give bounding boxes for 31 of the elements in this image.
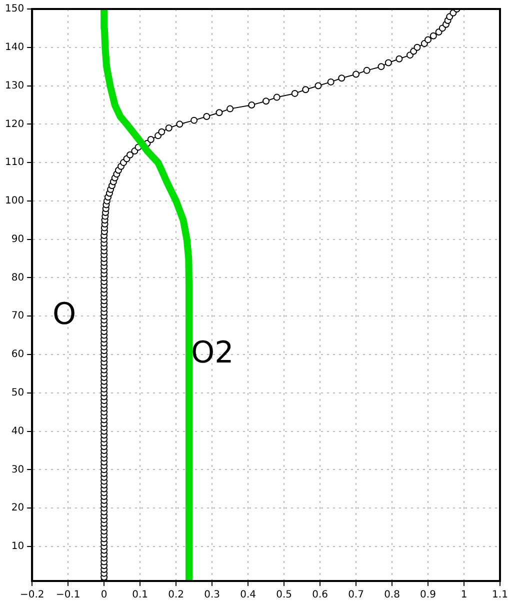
x-tick-label: 0	[100, 590, 108, 601]
y-tick-label: 70	[11, 310, 24, 322]
x-tick-label: 0.3	[204, 590, 220, 601]
y-tick-label: 90	[11, 234, 24, 245]
x-tick-label: −0.1	[56, 590, 80, 601]
series-label: O	[52, 296, 76, 332]
x-tick-label: −0.2	[20, 590, 44, 601]
x-tick-label: 0.1	[132, 590, 148, 601]
y-tick-label: 120	[4, 118, 24, 130]
y-tick-label: 60	[11, 349, 24, 360]
y-tick-label: 80	[11, 272, 24, 284]
y-tick-label: 50	[11, 387, 24, 398]
x-tick-label: 0.6	[312, 590, 328, 601]
y-tick-label: 130	[4, 80, 24, 92]
x-tick-label: 0.5	[276, 590, 292, 601]
y-tick-label: 20	[11, 502, 24, 514]
x-tick-label: 1.1	[492, 590, 508, 601]
series-label: O2	[191, 335, 234, 370]
y-tick-label: 10	[11, 541, 24, 552]
y-tick-label: 30	[11, 464, 24, 476]
y-tick-label: 100	[4, 196, 24, 207]
x-tick-label: 0.9	[420, 590, 436, 601]
y-tick-label: 110	[4, 157, 24, 168]
y-tick-label: 40	[11, 426, 24, 437]
y-tick-label: 150	[4, 4, 24, 15]
x-tick-label: 0.4	[240, 590, 256, 601]
x-tick-label: 0.2	[168, 590, 184, 601]
x-tick-label: 0.7	[348, 590, 364, 601]
x-tick-label: 1	[460, 590, 468, 601]
y-tick-label: 140	[4, 42, 24, 53]
x-tick-label: 0.8	[384, 590, 400, 601]
